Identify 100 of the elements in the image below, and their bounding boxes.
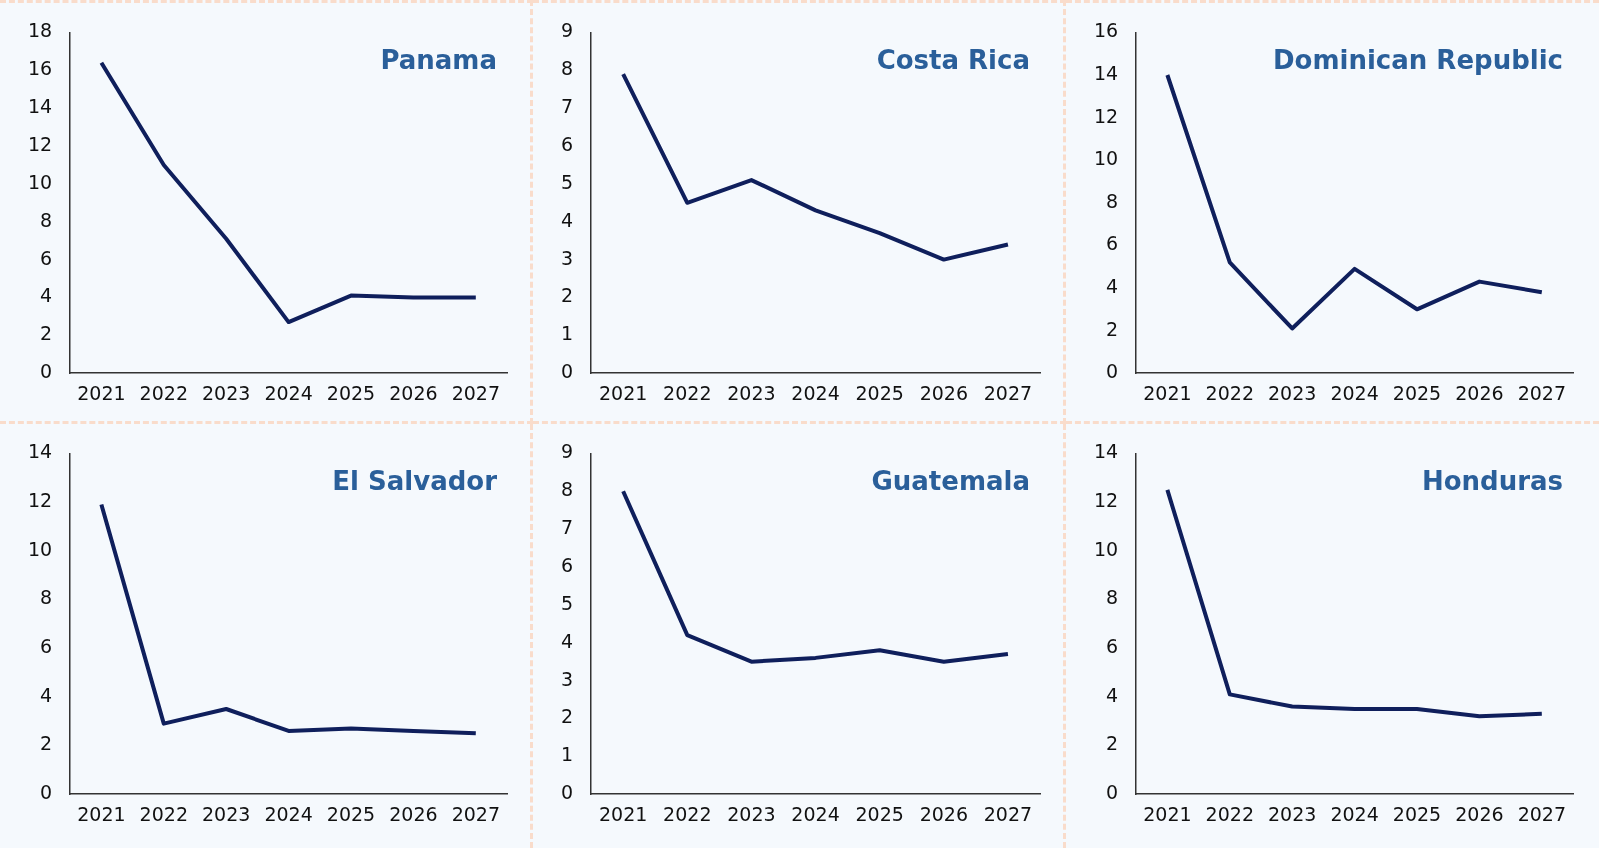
x-tick-label: 2024 bbox=[791, 802, 840, 825]
x-tick-label: 2024 bbox=[791, 381, 840, 404]
y-tick-label: 8 bbox=[1106, 586, 1119, 609]
y-tick-label: 6 bbox=[1106, 232, 1119, 255]
x-tick-label: 2025 bbox=[1392, 381, 1442, 404]
x-tick-label: 2021 bbox=[77, 802, 126, 825]
y-tick-label: 10 bbox=[1093, 147, 1119, 170]
y-tick-label: 16 bbox=[27, 57, 53, 80]
y-tick-label: 10 bbox=[27, 170, 53, 193]
y-tick-label: 1 bbox=[560, 743, 574, 766]
x-tick-label: 2022 bbox=[139, 381, 188, 404]
x-tick-label: 2021 bbox=[77, 381, 126, 404]
x-tick-label: 2025 bbox=[326, 381, 376, 404]
y-tick-label: 2 bbox=[1106, 317, 1119, 340]
x-tick-label: 2026 bbox=[1455, 381, 1504, 404]
y-tick-label: 6 bbox=[560, 553, 574, 576]
y-tick-label: 5 bbox=[560, 591, 574, 614]
y-tick-label: 10 bbox=[1093, 537, 1119, 560]
x-tick-label: 2026 bbox=[919, 381, 968, 404]
x-tick-label: 2022 bbox=[1205, 802, 1254, 825]
y-tick-label: 6 bbox=[40, 246, 53, 269]
y-tick-label: 2 bbox=[40, 322, 53, 345]
y-tick-label: 0 bbox=[560, 360, 574, 383]
y-tick-label: 4 bbox=[560, 208, 574, 231]
x-tick-label: 2021 bbox=[1143, 802, 1192, 825]
x-tick-label: 2024 bbox=[1330, 381, 1379, 404]
y-tick-label: 4 bbox=[40, 284, 53, 307]
x-tick-label: 2024 bbox=[264, 381, 313, 404]
y-tick-label: 4 bbox=[1106, 683, 1119, 706]
x-tick-label: 2022 bbox=[139, 802, 188, 825]
text: El Salvador bbox=[332, 466, 498, 497]
x-tick-label: 2027 bbox=[983, 802, 1033, 825]
text: Costa Rica bbox=[876, 45, 1030, 76]
y-tick-label: 8 bbox=[40, 586, 53, 609]
y-tick-label: 12 bbox=[1093, 489, 1119, 512]
y-tick-label: 6 bbox=[40, 635, 53, 658]
y-tick-label: 9 bbox=[560, 440, 574, 463]
x-tick-label: 2024 bbox=[264, 802, 313, 825]
x-tick-label: 2027 bbox=[451, 802, 500, 825]
text: Honduras bbox=[1421, 466, 1563, 497]
y-tick-label: 2 bbox=[560, 705, 574, 728]
y-tick-label: 6 bbox=[560, 132, 574, 155]
y-tick-label: 16 bbox=[1093, 19, 1119, 42]
y-tick-label: 5 bbox=[560, 170, 574, 193]
x-tick-label: 2025 bbox=[855, 802, 904, 825]
y-tick-label: 9 bbox=[560, 19, 574, 42]
x-tick-label: 2021 bbox=[598, 802, 648, 825]
y-tick-label: 8 bbox=[560, 478, 574, 501]
x-tick-label: 2025 bbox=[855, 381, 904, 404]
x-tick-label: 2025 bbox=[1392, 802, 1442, 825]
y-tick-label: 12 bbox=[27, 132, 53, 155]
y-tick-label: 8 bbox=[560, 57, 574, 80]
y-tick-label: 8 bbox=[40, 208, 53, 231]
x-tick-label: 2022 bbox=[663, 381, 712, 404]
y-tick-label: 10 bbox=[27, 537, 53, 560]
text: Dominican Republic bbox=[1272, 45, 1563, 76]
y-tick-label: 3 bbox=[560, 246, 574, 269]
y-tick-label: 14 bbox=[1093, 61, 1119, 84]
x-tick-label: 2023 bbox=[1268, 381, 1317, 404]
y-tick-label: 14 bbox=[27, 440, 53, 463]
x-tick-label: 2022 bbox=[1205, 381, 1254, 404]
y-tick-label: 3 bbox=[560, 667, 574, 690]
y-tick-label: 2 bbox=[40, 732, 53, 755]
x-tick-label: 2027 bbox=[983, 381, 1033, 404]
x-tick-label: 2021 bbox=[598, 381, 648, 404]
y-tick-label: 0 bbox=[1106, 781, 1119, 804]
x-tick-label: 2026 bbox=[919, 802, 968, 825]
y-tick-label: 0 bbox=[40, 360, 53, 383]
x-tick-label: 2027 bbox=[1517, 802, 1566, 825]
y-tick-label: 12 bbox=[27, 489, 53, 512]
y-tick-label: 7 bbox=[560, 516, 574, 539]
y-tick-label: 2 bbox=[560, 284, 574, 307]
y-tick-label: 0 bbox=[1106, 360, 1119, 383]
text: Panama bbox=[380, 45, 497, 76]
x-tick-label: 2024 bbox=[1330, 802, 1379, 825]
y-tick-label: 2 bbox=[1106, 732, 1119, 755]
y-tick-label: 12 bbox=[1093, 104, 1119, 127]
x-tick-label: 2022 bbox=[663, 802, 712, 825]
y-tick-label: 4 bbox=[560, 629, 574, 652]
y-tick-label: 0 bbox=[560, 781, 574, 804]
x-tick-label: 2026 bbox=[389, 802, 438, 825]
x-tick-label: 2026 bbox=[1455, 802, 1504, 825]
y-tick-label: 8 bbox=[1106, 189, 1119, 212]
x-tick-label: 2023 bbox=[202, 381, 251, 404]
x-tick-label: 2023 bbox=[727, 802, 776, 825]
x-tick-label: 2021 bbox=[1143, 381, 1192, 404]
y-tick-label: 18 bbox=[27, 19, 53, 42]
x-tick-label: 2026 bbox=[389, 381, 438, 404]
y-tick-label: 6 bbox=[1106, 635, 1119, 658]
y-tick-label: 14 bbox=[27, 95, 53, 118]
y-tick-label: 4 bbox=[1106, 274, 1119, 297]
y-tick-label: 14 bbox=[1093, 440, 1119, 463]
x-tick-label: 2027 bbox=[451, 381, 500, 404]
text: Guatemala bbox=[871, 466, 1030, 497]
y-tick-label: 4 bbox=[40, 683, 53, 706]
y-tick-label: 1 bbox=[560, 322, 574, 345]
x-tick-label: 2023 bbox=[1268, 802, 1317, 825]
x-tick-label: 2025 bbox=[326, 802, 376, 825]
x-tick-label: 2027 bbox=[1517, 381, 1566, 404]
y-tick-label: 0 bbox=[40, 781, 53, 804]
